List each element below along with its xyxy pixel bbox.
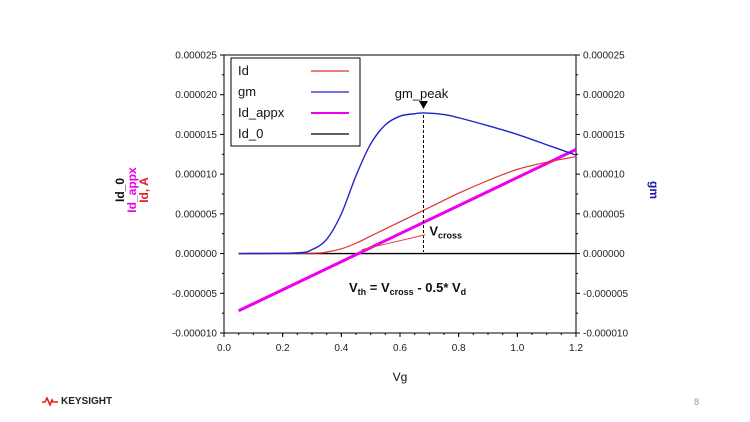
x-axis-title: Vg bbox=[393, 370, 408, 384]
legend-label-id-appx: Id_appx bbox=[238, 105, 285, 120]
y-axis-title-left-2: Id, A bbox=[137, 177, 151, 203]
legend-box bbox=[230, 57, 361, 147]
y-axis-title-right: gm bbox=[647, 181, 661, 199]
x-tick-label: 0.0 bbox=[217, 343, 231, 354]
y-tick-label-left: -0.000005 bbox=[172, 289, 217, 300]
brand-name: KEYSIGHT bbox=[61, 396, 113, 407]
page-number: 8 bbox=[694, 397, 700, 407]
brand-logo: KEYSIGHT bbox=[42, 396, 112, 407]
y-tick-label-right: 0.000000 bbox=[583, 249, 625, 260]
y-tick-label-left: 0.000020 bbox=[175, 90, 217, 101]
y-tick-label-left: 0.000000 bbox=[175, 249, 217, 260]
y-tick-label-right: 0.000020 bbox=[583, 90, 625, 101]
y-tick-label-left: -0.000010 bbox=[172, 329, 217, 340]
y-tick-label-right: 0.000005 bbox=[583, 209, 625, 220]
vth-equation: Vth = Vcross - 0.5* Vd bbox=[349, 280, 466, 297]
series-line-id-appx bbox=[238, 148, 576, 313]
y-tick-label-right: -0.000010 bbox=[583, 329, 628, 340]
y-tick-label-right: 0.000015 bbox=[583, 130, 625, 141]
y-tick-label-left: 0.000010 bbox=[175, 170, 217, 181]
y-tick-label-right: -0.000005 bbox=[583, 289, 628, 300]
y-tick-label-left: 0.000005 bbox=[175, 209, 217, 220]
y-tick-label-right: 0.000010 bbox=[583, 170, 625, 181]
keysight-wave-icon bbox=[42, 397, 58, 406]
y-axis-title-left-0: Id_0 bbox=[113, 178, 127, 202]
x-tick-label: 1.2 bbox=[569, 343, 583, 354]
x-tick-label: 0.2 bbox=[276, 343, 290, 354]
x-tick-label: 0.6 bbox=[393, 343, 407, 354]
series-line-id bbox=[238, 156, 576, 255]
legend-label-id: Id bbox=[238, 63, 249, 78]
y-tick-label-left: 0.000025 bbox=[175, 51, 217, 62]
vcross-label: Vcross bbox=[429, 224, 462, 241]
legend-label-id-0: Id_0 bbox=[238, 126, 263, 141]
series-line-gm bbox=[238, 112, 576, 255]
gm-peak-label: gm_peak bbox=[395, 86, 449, 101]
x-tick-label: 1.0 bbox=[510, 343, 524, 354]
legend-label-gm: gm bbox=[238, 84, 256, 99]
gm-peak-marker-icon bbox=[418, 100, 428, 109]
y-tick-label-right: 0.000025 bbox=[583, 51, 625, 62]
y-tick-label-left: 0.000015 bbox=[175, 130, 217, 141]
x-tick-label: 0.4 bbox=[334, 343, 348, 354]
x-tick-label: 0.8 bbox=[452, 343, 466, 354]
y-axis-title-left-1: Id_appx bbox=[125, 167, 139, 213]
vcross-pointer-line bbox=[361, 234, 426, 251]
